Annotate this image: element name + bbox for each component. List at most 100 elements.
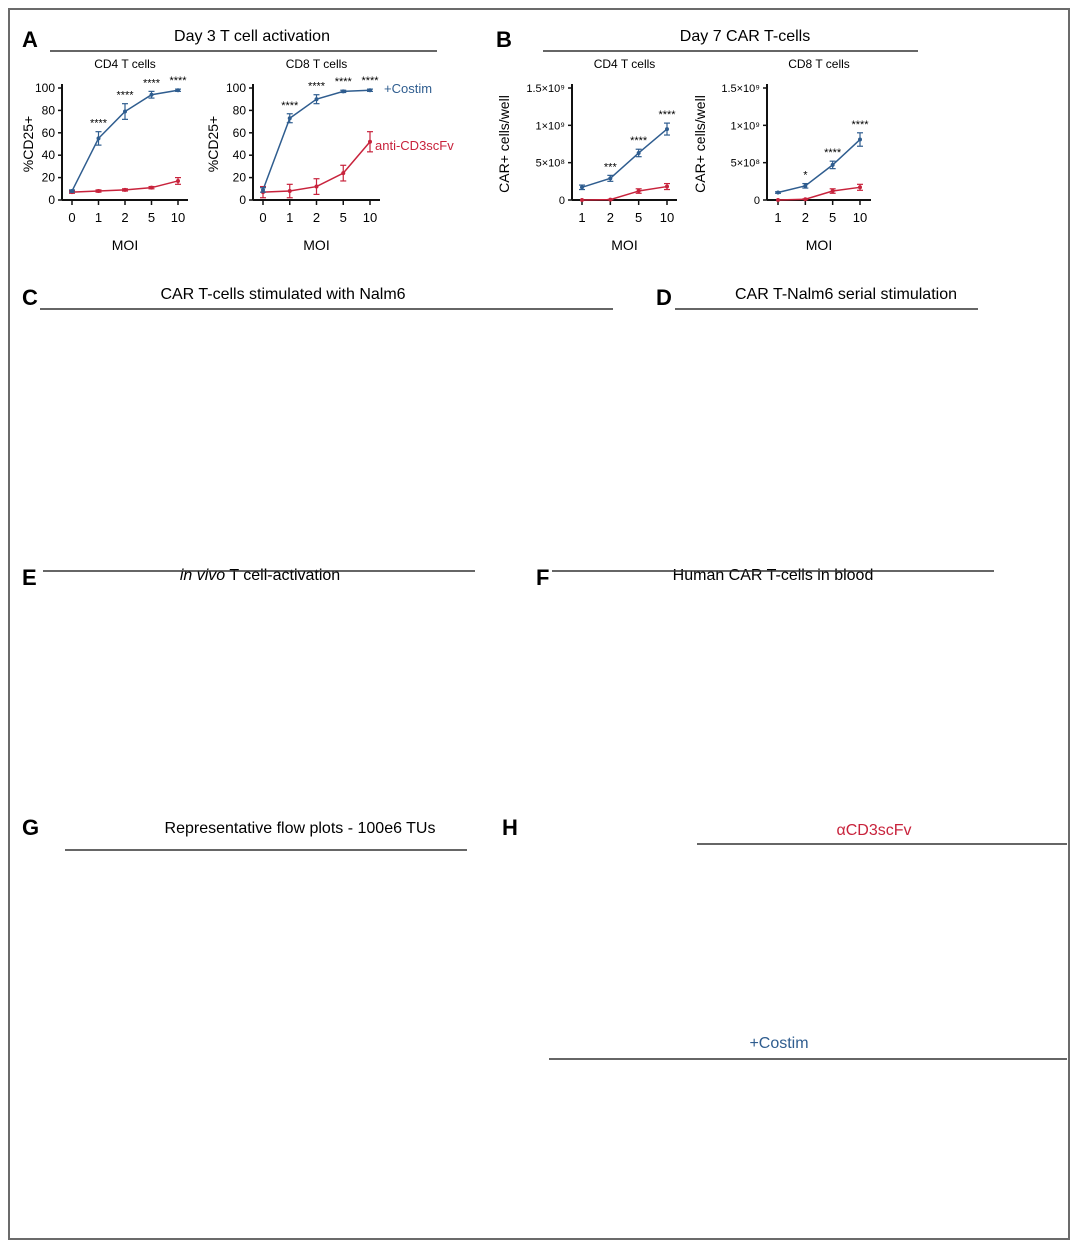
panel-f-header: F Human CAR T-cells in blood [536, 565, 994, 590]
y-tick-label: 1.5×10⁹ [721, 83, 760, 95]
significance-label: **** [143, 77, 161, 89]
x-tick-label: 5 [829, 210, 836, 225]
y-tick-label: 5×10⁸ [536, 158, 565, 170]
data-point [149, 185, 154, 190]
panel-letter-e: E [22, 565, 37, 590]
y-tick-label: 1×10⁹ [731, 120, 761, 132]
chart-subtitle: CD4 T cells [94, 57, 156, 71]
panel-letter-a: A [22, 27, 38, 52]
data-point [830, 162, 835, 167]
x-tick-label: 5 [148, 210, 155, 225]
data-point [636, 150, 641, 155]
panel-h-group-costim: +Costim [749, 1035, 808, 1052]
data-point [176, 88, 180, 93]
legend-anti: anti-CD3scFv [375, 138, 454, 153]
series-line-costim [581, 128, 668, 189]
y-tick-label: 0 [754, 195, 760, 207]
x-tick-label: 0 [68, 210, 75, 225]
data-point [608, 197, 613, 202]
y-tick-label: 0 [559, 195, 565, 207]
panel-letter-d: D [656, 285, 672, 310]
data-point [665, 127, 669, 132]
panel-f-title: Human CAR T-cells in blood [673, 567, 874, 584]
x-tick-label: 2 [121, 210, 128, 225]
data-point [776, 190, 780, 195]
chart-subtitle: CD4 T cells [594, 57, 656, 71]
x-tick-label: 10 [853, 210, 867, 225]
panel-letter-c: C [22, 285, 38, 310]
y-axis-label: %CD25+ [20, 116, 36, 172]
panel-g-header: G Representative flow plots - 100e6 TUs [22, 815, 467, 851]
y-tick-label: 100 [226, 81, 246, 95]
x-tick-label: 1 [95, 210, 102, 225]
x-tick-label: 10 [363, 210, 377, 225]
significance-label: **** [116, 90, 134, 102]
data-point [776, 198, 780, 202]
data-point [580, 198, 584, 202]
x-axis-label: MOI [611, 237, 637, 253]
significance-label: **** [361, 75, 379, 87]
data-point [608, 176, 613, 181]
data-point [341, 171, 346, 176]
y-tick-label: 40 [233, 148, 247, 162]
series-line-anti [581, 185, 668, 201]
data-point [96, 136, 101, 141]
panel-g-title: Representative flow plots - 100e6 TUs [165, 820, 436, 837]
panel-c-header: C CAR T-cells stimulated with Nalm6 [22, 285, 613, 310]
x-axis-label: MOI [303, 237, 329, 253]
significance-label: * [803, 170, 808, 182]
panel-h-group-anti: αCD3scFv [836, 822, 911, 839]
data-point [123, 109, 127, 114]
x-axis-label: MOI [112, 237, 138, 253]
y-tick-label: 20 [233, 171, 247, 185]
data-point [314, 97, 319, 102]
x-tick-label: 1 [286, 210, 293, 225]
y-tick-label: 80 [233, 103, 247, 117]
significance-label: **** [308, 81, 326, 93]
y-tick-label: 80 [42, 103, 56, 117]
chart-A2: 0 20 40 60 80 100 0 1 2 5 10 CD8 T cells MOI %CD25+ **… [205, 57, 454, 253]
data-point [858, 185, 862, 190]
data-point [261, 187, 265, 192]
panel-e-header: E in vivo T cell-activation [22, 565, 475, 590]
panel-a-title: Day 3 T cell activation [174, 28, 330, 45]
significance-label: **** [851, 119, 869, 131]
y-tick-label: 5×10⁸ [731, 158, 760, 170]
y-tick-label: 60 [233, 126, 247, 140]
x-tick-label: 1 [774, 210, 781, 225]
data-point [176, 178, 180, 183]
chart-subtitle: CD8 T cells [286, 57, 348, 71]
y-tick-label: 1×10⁹ [536, 120, 566, 132]
panel-h-header: H αCD3scFv +Costim [502, 815, 1067, 1060]
data-point [96, 189, 101, 194]
panel-letter-g: G [22, 815, 39, 840]
data-point [368, 88, 372, 93]
data-point [636, 189, 641, 194]
panel-d-title: CAR T-Nalm6 serial stimulation [735, 286, 957, 303]
data-point [830, 189, 835, 194]
data-point [368, 139, 372, 144]
y-tick-label: 60 [42, 126, 56, 140]
panel-a-header: A Day 3 T cell activation [22, 27, 437, 52]
significance-label: **** [169, 75, 187, 87]
panel-letter-h: H [502, 815, 518, 840]
series-line-costim [262, 89, 371, 191]
data-point [123, 187, 127, 192]
panel-d-header: D CAR T-Nalm6 serial stimulation [656, 285, 978, 310]
y-tick-label: 40 [42, 148, 56, 162]
y-tick-label: 1.5×10⁹ [526, 83, 565, 95]
chart-A1: 0 20 40 60 80 100 0 1 2 5 10 CD4 T cells MOI %CD25+ **… [20, 57, 188, 253]
y-axis-label: %CD25+ [205, 116, 221, 172]
data-point [70, 189, 74, 194]
x-tick-label: 0 [259, 210, 266, 225]
panel-e-title-italic: in vivo [180, 567, 225, 584]
panel-b-title: Day 7 CAR T-cells [680, 28, 810, 45]
y-tick-label: 20 [42, 171, 56, 185]
significance-label: **** [824, 147, 842, 159]
chart-B2: 0 5×10⁸ 1×10⁹ 1.5×10⁹ 1 2 5 10 CD8 T cells MOI CAR… [692, 57, 871, 253]
x-tick-label: 5 [340, 210, 347, 225]
figure-frame [8, 8, 1070, 1240]
x-tick-label: 10 [660, 210, 674, 225]
significance-label: **** [658, 109, 676, 121]
